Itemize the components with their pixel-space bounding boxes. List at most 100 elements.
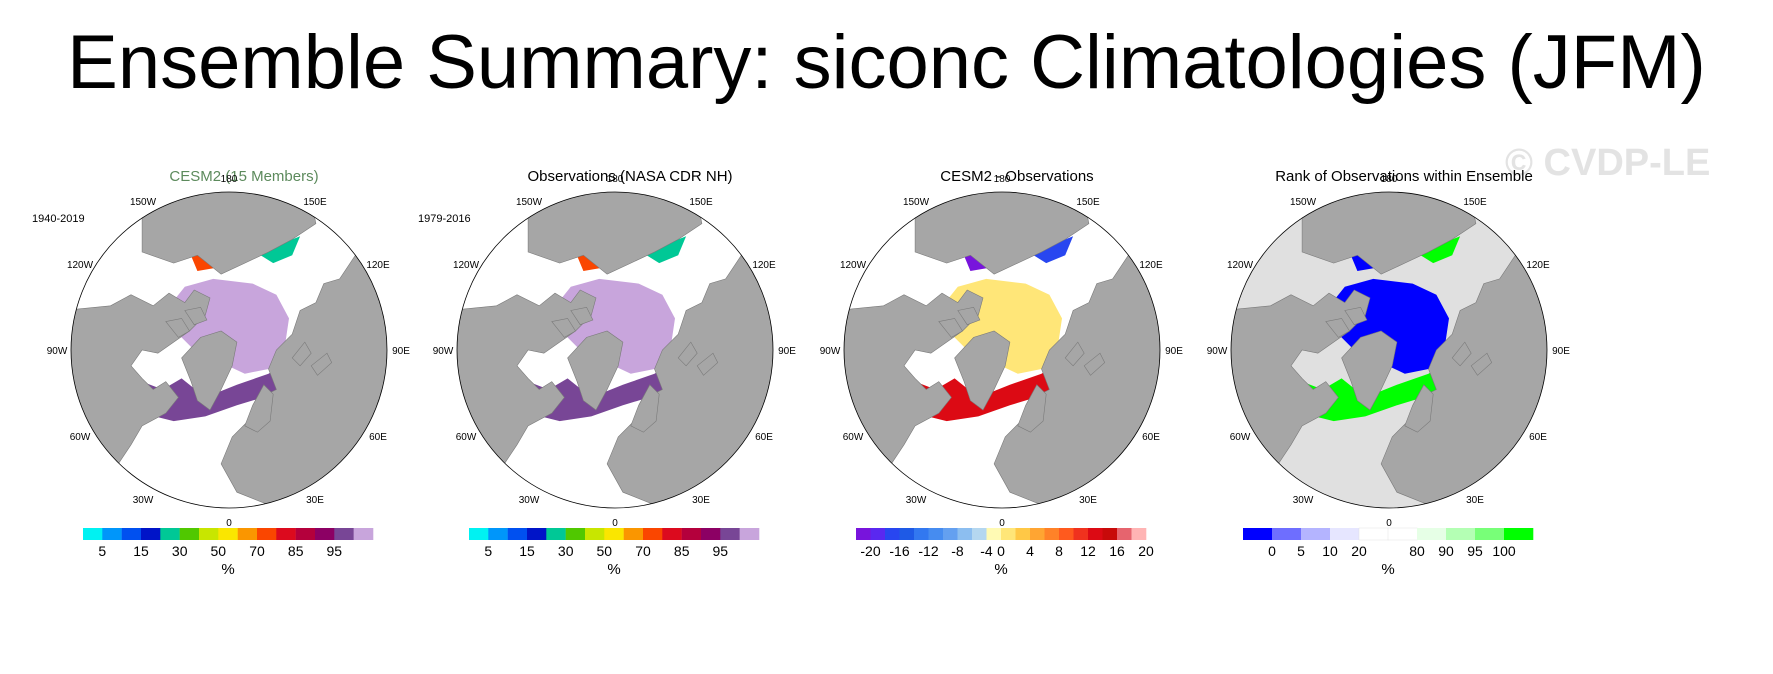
colorbar-swatch — [1044, 528, 1060, 540]
colorbar-swatch — [972, 528, 987, 540]
land — [181, 330, 238, 411]
colorbar-swatch — [662, 528, 682, 540]
longitude-label: 120E — [366, 260, 390, 271]
colorbar-label: 16 — [1109, 543, 1125, 559]
longitude-label: 90W — [47, 346, 68, 357]
colorbar-swatch — [565, 528, 586, 540]
colorbar-swatch — [957, 528, 973, 540]
longitude-label: 60W — [70, 432, 91, 443]
longitude-label: 120E — [1139, 260, 1163, 271]
colorbar-label: -4 — [980, 543, 993, 559]
colorbar-swatch — [1301, 528, 1331, 540]
colorbar-swatch — [870, 528, 886, 540]
colorbar-swatch — [218, 528, 238, 540]
colorbar-label: 30 — [172, 543, 188, 559]
longitude-label: 180 — [221, 174, 238, 185]
land — [630, 384, 660, 433]
colorbar-swatch — [720, 528, 740, 540]
map-border — [843, 191, 1161, 509]
longitude-label: 30E — [1079, 495, 1097, 506]
difference-edge — [915, 357, 1069, 422]
land — [1451, 341, 1472, 367]
land — [844, 289, 984, 477]
colorbar-label: 5 — [484, 543, 492, 559]
colorbar-swatch — [1330, 528, 1360, 540]
longitude-label: 120E — [1526, 260, 1550, 271]
longitude-label: 120W — [840, 260, 867, 271]
colorbar-swatch — [1504, 528, 1534, 540]
longitude-label: 90E — [1552, 346, 1570, 357]
land — [310, 352, 333, 376]
land — [1231, 289, 1371, 477]
map-border — [70, 191, 388, 509]
longitude-label: 30W — [519, 495, 540, 506]
land — [1404, 384, 1434, 433]
land — [184, 306, 208, 326]
colorbar-label: 50 — [211, 543, 227, 559]
land — [244, 384, 274, 433]
land — [570, 306, 594, 326]
colorbar-label: 15 — [519, 543, 535, 559]
land — [291, 341, 312, 367]
colorbar-swatch — [1102, 528, 1118, 540]
colorbar-label: 80 — [1409, 543, 1425, 559]
colorbar-unit: % — [221, 561, 234, 578]
land — [954, 330, 1011, 411]
polar-map: 180 150E 120E 90E 60E 30E 0 30W 60W 90W 120W 150W 5 1… — [433, 174, 797, 578]
colorbar-label: 85 — [288, 543, 304, 559]
land — [71, 289, 211, 477]
polar-map: 180 150E 120E 90E 60E 30E 0 30W 60W 90W 120W 150W 0 5… — [1207, 174, 1571, 578]
colorbar-swatch — [141, 528, 161, 540]
land — [938, 318, 963, 338]
colorbar-label: 95 — [1467, 543, 1483, 559]
longitude-label: 150E — [1076, 197, 1100, 208]
difference-edge — [1033, 236, 1074, 264]
colorbar-label: -16 — [889, 543, 909, 559]
land — [1325, 318, 1350, 338]
colorbar-swatch — [353, 528, 374, 540]
map-panel: Rank of Observations within Ensemble 180 1… — [1184, 160, 1624, 650]
colorbar-swatch — [179, 528, 200, 540]
land — [141, 192, 317, 275]
longitude-label: 30E — [1466, 495, 1484, 506]
map-panel: Observations (NASA CDR NH) 1979-2016 180 15… — [410, 160, 850, 650]
colorbar-label: 5 — [1297, 543, 1305, 559]
colorbar-swatch — [83, 528, 103, 540]
colorbar-swatch — [488, 528, 508, 540]
colorbar-swatch — [469, 528, 489, 540]
longitude-label: 60E — [1529, 432, 1547, 443]
colorbar-label: -12 — [918, 543, 938, 559]
colorbar-swatch — [121, 528, 142, 540]
rank-edge — [1302, 357, 1456, 422]
colorbar-swatch — [1417, 528, 1447, 540]
longitude-label: 120W — [67, 260, 94, 271]
colorbar-label: -20 — [860, 543, 880, 559]
colorbar-label: 70 — [635, 543, 651, 559]
longitude-label: 150W — [1290, 197, 1317, 208]
colorbar-swatch — [102, 528, 122, 540]
longitude-label: 150E — [303, 197, 327, 208]
colorbar-swatch — [237, 528, 258, 540]
longitude-label: 30E — [692, 495, 710, 506]
sea-ice-edge — [260, 236, 301, 264]
longitude-label: 90E — [1165, 346, 1183, 357]
colorbar-unit: % — [607, 561, 620, 578]
longitude-label: 30W — [133, 495, 154, 506]
colorbar-swatch — [160, 528, 180, 540]
colorbar-label: 10 — [1322, 543, 1338, 559]
colorbar-swatch — [681, 528, 702, 540]
map-panel: CESM2 - Observations 180 150E 120E 90E 60E 30E… — [797, 160, 1237, 650]
longitude-label: 90E — [778, 346, 796, 357]
land — [457, 289, 597, 477]
longitude-label: 60E — [369, 432, 387, 443]
colorbar-label: 50 — [597, 543, 613, 559]
colorbar-unit: % — [1381, 561, 1394, 578]
colorbar-label: 95 — [327, 543, 343, 559]
period-label: 1979-2016 — [418, 213, 471, 225]
land — [1344, 306, 1368, 326]
colorbar-swatch — [546, 528, 566, 540]
longitude-label: 30W — [906, 495, 927, 506]
colorbar-swatch — [1446, 528, 1476, 540]
main-title: Ensemble Summary: siconc Climatologies (… — [67, 20, 1706, 105]
colorbar-swatch — [899, 528, 915, 540]
